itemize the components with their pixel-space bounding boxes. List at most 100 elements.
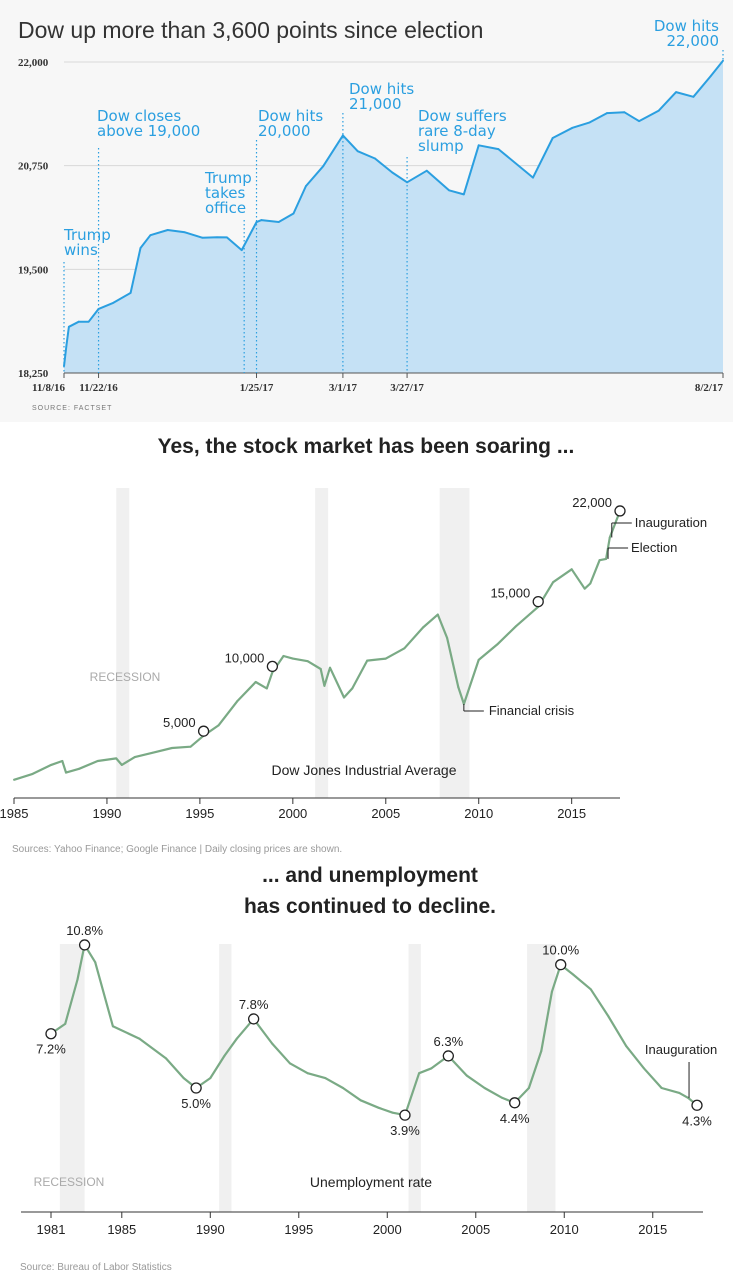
x-tick-label: 1/25/17: [240, 382, 274, 394]
dow-long-term-chart: Yes, the stock market has been soaring .…: [0, 435, 707, 855]
x-tick-label: 1985: [0, 806, 28, 821]
data-point: [225, 236, 228, 239]
annotation-22-000-marker: [614, 505, 626, 517]
data-point: [678, 1091, 681, 1094]
data-point: [570, 568, 573, 571]
annotation-inauguration: Inauguration: [645, 1042, 717, 1057]
data-point: [391, 1111, 394, 1114]
annotation-6-3: 6.3%: [434, 1034, 464, 1049]
data-point: [550, 990, 553, 993]
annotation-trump-wins: wins: [64, 241, 98, 259]
data-point: [457, 686, 460, 689]
data-point: [282, 655, 285, 658]
series-label: Unemployment rate: [310, 1174, 432, 1190]
data-point: [182, 1077, 185, 1080]
data-point: [384, 657, 387, 660]
data-point: [403, 647, 406, 650]
annotation-15-000: 15,000: [490, 586, 530, 601]
data-point: [342, 1087, 345, 1089]
data-point: [201, 236, 204, 239]
data-point: [462, 193, 465, 196]
data-point: [642, 1067, 645, 1070]
data-point: [94, 961, 97, 964]
y-tick-label: 19,500: [18, 264, 49, 276]
series-label: Dow Jones Industrial Average: [272, 762, 457, 778]
annotation-trump-takes-office: office: [205, 199, 246, 217]
series-line: [63, 60, 724, 367]
data-point: [552, 581, 555, 584]
data-point: [217, 724, 220, 727]
recession-band: [59, 944, 85, 1212]
data-point: [623, 111, 626, 114]
chart-source: Sources: Yahoo Finance; Google Finance |…: [12, 844, 342, 855]
data-point: [50, 763, 53, 766]
data-point: [692, 95, 695, 98]
recession-band: [408, 944, 421, 1212]
data-point: [377, 1106, 380, 1109]
data-point: [189, 745, 192, 748]
x-tick-label: 3/27/17: [390, 382, 424, 394]
recession-label: RECESSION: [34, 1175, 105, 1189]
data-point: [446, 636, 449, 639]
x-tick-label: 2005: [461, 1222, 490, 1237]
data-point: [366, 659, 369, 662]
annotation-7-8: 7.8%: [239, 997, 269, 1012]
annotation-5-000-marker: [197, 725, 210, 737]
data-point: [351, 687, 354, 690]
data-point: [418, 1072, 421, 1075]
data-point: [277, 221, 280, 223]
data-point: [588, 121, 591, 124]
chart-source: SOURCE: FACTSET: [32, 405, 112, 412]
data-point: [342, 134, 344, 137]
data-point: [436, 613, 439, 616]
y-tick-label: 20,750: [18, 161, 49, 173]
data-point: [254, 680, 257, 683]
annotation-trump-takes-office: Trump: [204, 169, 252, 187]
data-point: [31, 772, 34, 775]
data-point: [709, 75, 712, 77]
data-point: [608, 536, 611, 539]
data-point: [342, 696, 345, 699]
data-point: [96, 759, 99, 762]
annotation-dow-hits-21-000: 21,000: [349, 95, 402, 113]
data-point: [675, 91, 678, 94]
x-tick-label: 2000: [278, 806, 307, 821]
y-tick-label: 22,000: [18, 57, 49, 69]
area-fill: [64, 60, 723, 373]
y-tick-label: 18,250: [18, 368, 49, 380]
x-tick-label: 1995: [185, 806, 214, 821]
data-point: [87, 320, 90, 323]
data-point: [149, 234, 152, 237]
data-point: [501, 1096, 504, 1099]
data-point: [657, 109, 660, 112]
data-point: [483, 1087, 486, 1089]
data-point: [477, 658, 480, 661]
dow-long-term-panel: Yes, the stock market has been soaring .…: [0, 422, 733, 858]
data-point: [722, 59, 724, 62]
data-point: [638, 120, 640, 123]
data-point: [625, 1045, 628, 1048]
recession-band: [315, 488, 329, 798]
annotation-10-8: 10.8%: [66, 923, 103, 938]
data-point: [589, 988, 592, 991]
recession-band: [439, 488, 470, 798]
data-point: [465, 1074, 468, 1077]
data-point: [171, 747, 174, 750]
chart-headline-line-2: has continued to decline.: [244, 895, 496, 918]
annotation-dow-hits-20-000: Dow hits: [258, 107, 323, 125]
annotation-dow-suffers-rare-8-day-slump: slump: [418, 137, 464, 155]
data-point: [166, 229, 169, 231]
data-point: [551, 137, 554, 139]
data-point: [374, 157, 376, 160]
data-point: [497, 148, 500, 150]
chart-headline: Yes, the stock market has been soaring .…: [158, 435, 575, 458]
data-point: [304, 185, 307, 187]
data-point: [306, 660, 309, 663]
chart-headline-line-1: ... and unemployment: [262, 864, 478, 887]
x-tick-label: 2005: [371, 806, 400, 821]
recession-band: [116, 488, 130, 798]
data-point: [240, 249, 243, 251]
annotation-10-0: 10.0%: [542, 943, 579, 958]
chart-source: Source: Bureau of Labor Statistics: [20, 1262, 172, 1273]
annotation-dow-suffers-rare-8-day-slump: Dow suffers: [418, 107, 507, 125]
